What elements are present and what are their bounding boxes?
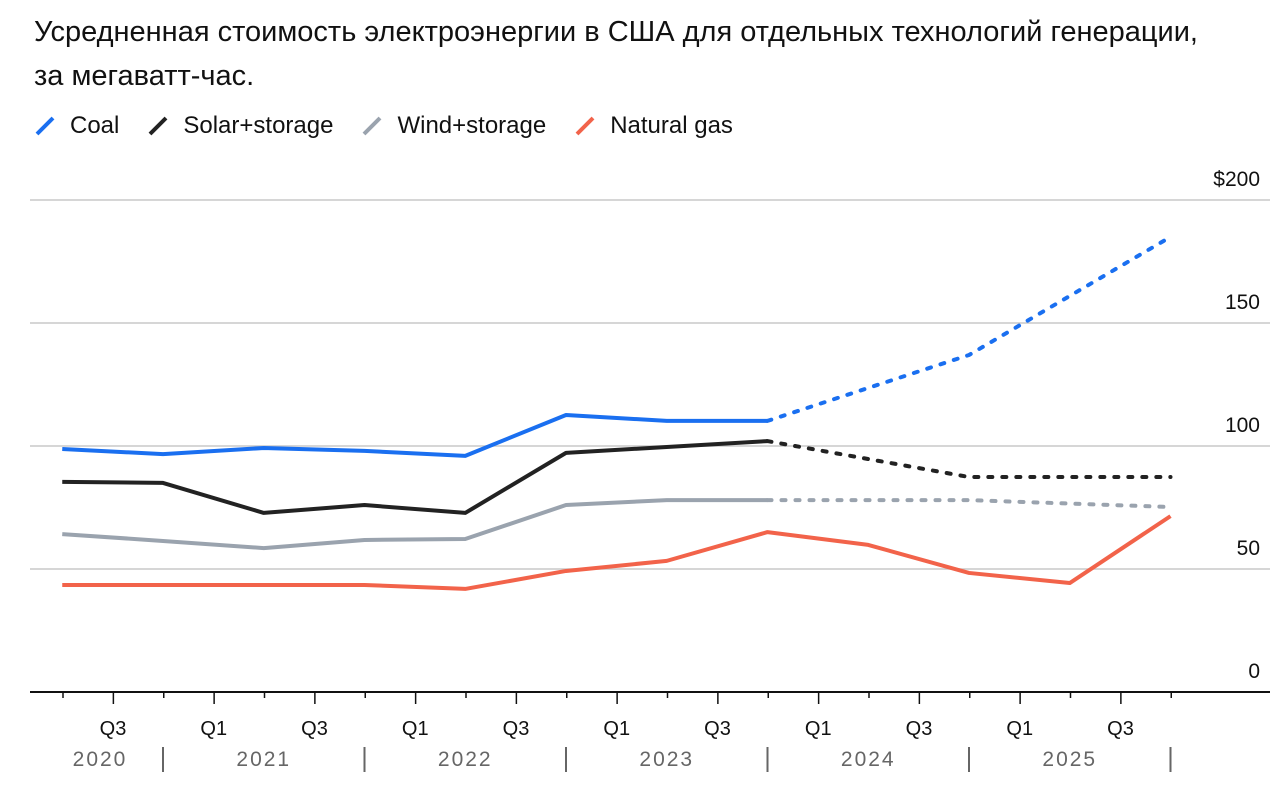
x-year-label: 2024 — [841, 748, 896, 771]
series-line-solar-storage — [62, 439, 768, 515]
legend-label-wind: Wind+storage — [397, 112, 547, 139]
x-quarter-label: Q1 — [805, 718, 832, 740]
legend: Coal Solar+storage Wind+storage Natural … — [34, 112, 733, 140]
legend-swatch-solar — [148, 116, 168, 136]
x-quarter-label: Q3 — [100, 718, 127, 740]
series-line-projected-solar-storage — [765, 439, 1173, 479]
legend-item-gas: Natural gas — [574, 112, 733, 140]
chart-title: Усредненная стоимость электроэнергии в С… — [34, 16, 1198, 92]
x-quarter-label: Q3 — [906, 718, 933, 740]
x-quarter-label: Q3 — [1107, 718, 1134, 740]
legend-swatch-gas — [575, 116, 595, 136]
x-quarter-label: Q1 — [1006, 718, 1033, 740]
x-quarter-label: Q3 — [503, 718, 530, 740]
legend-item-solar: Solar+storage — [147, 112, 333, 140]
x-year-label: 2022 — [438, 748, 493, 771]
legend-label-solar: Solar+storage — [183, 112, 334, 139]
x-quarter-label: Q3 — [301, 718, 328, 740]
series-line-natural-gas — [62, 514, 1172, 591]
legend-label-coal: Coal — [70, 112, 120, 139]
x-quarter-label: Q1 — [603, 718, 630, 740]
series-line-wind-storage — [62, 498, 768, 551]
x-year-label: 2021 — [236, 748, 291, 771]
x-quarter-label: Q1 — [402, 718, 429, 740]
y-tick-label: 100 — [1225, 414, 1260, 437]
series-line-projected-wind-storage — [765, 498, 1173, 510]
x-year-label: 2025 — [1042, 748, 1097, 771]
y-tick-label: 150 — [1225, 291, 1260, 314]
legend-item-coal: Coal — [34, 112, 119, 140]
x-quarter-label: Q1 — [200, 718, 227, 740]
x-year-label: 2023 — [639, 748, 694, 771]
y-tick-label: $200 — [1213, 168, 1260, 191]
y-tick-label: 0 — [1248, 660, 1260, 683]
legend-swatch-coal — [35, 116, 55, 136]
legend-label-gas: Natural gas — [610, 112, 733, 139]
series-line-projected-coal — [765, 234, 1173, 423]
x-quarter-label: Q3 — [704, 718, 731, 740]
legend-item-wind: Wind+storage — [361, 112, 546, 140]
legend-swatch-wind — [363, 116, 382, 136]
x-year-label: 2020 — [73, 748, 128, 771]
y-tick-label: 50 — [1237, 537, 1260, 560]
series-line-coal — [62, 413, 768, 458]
